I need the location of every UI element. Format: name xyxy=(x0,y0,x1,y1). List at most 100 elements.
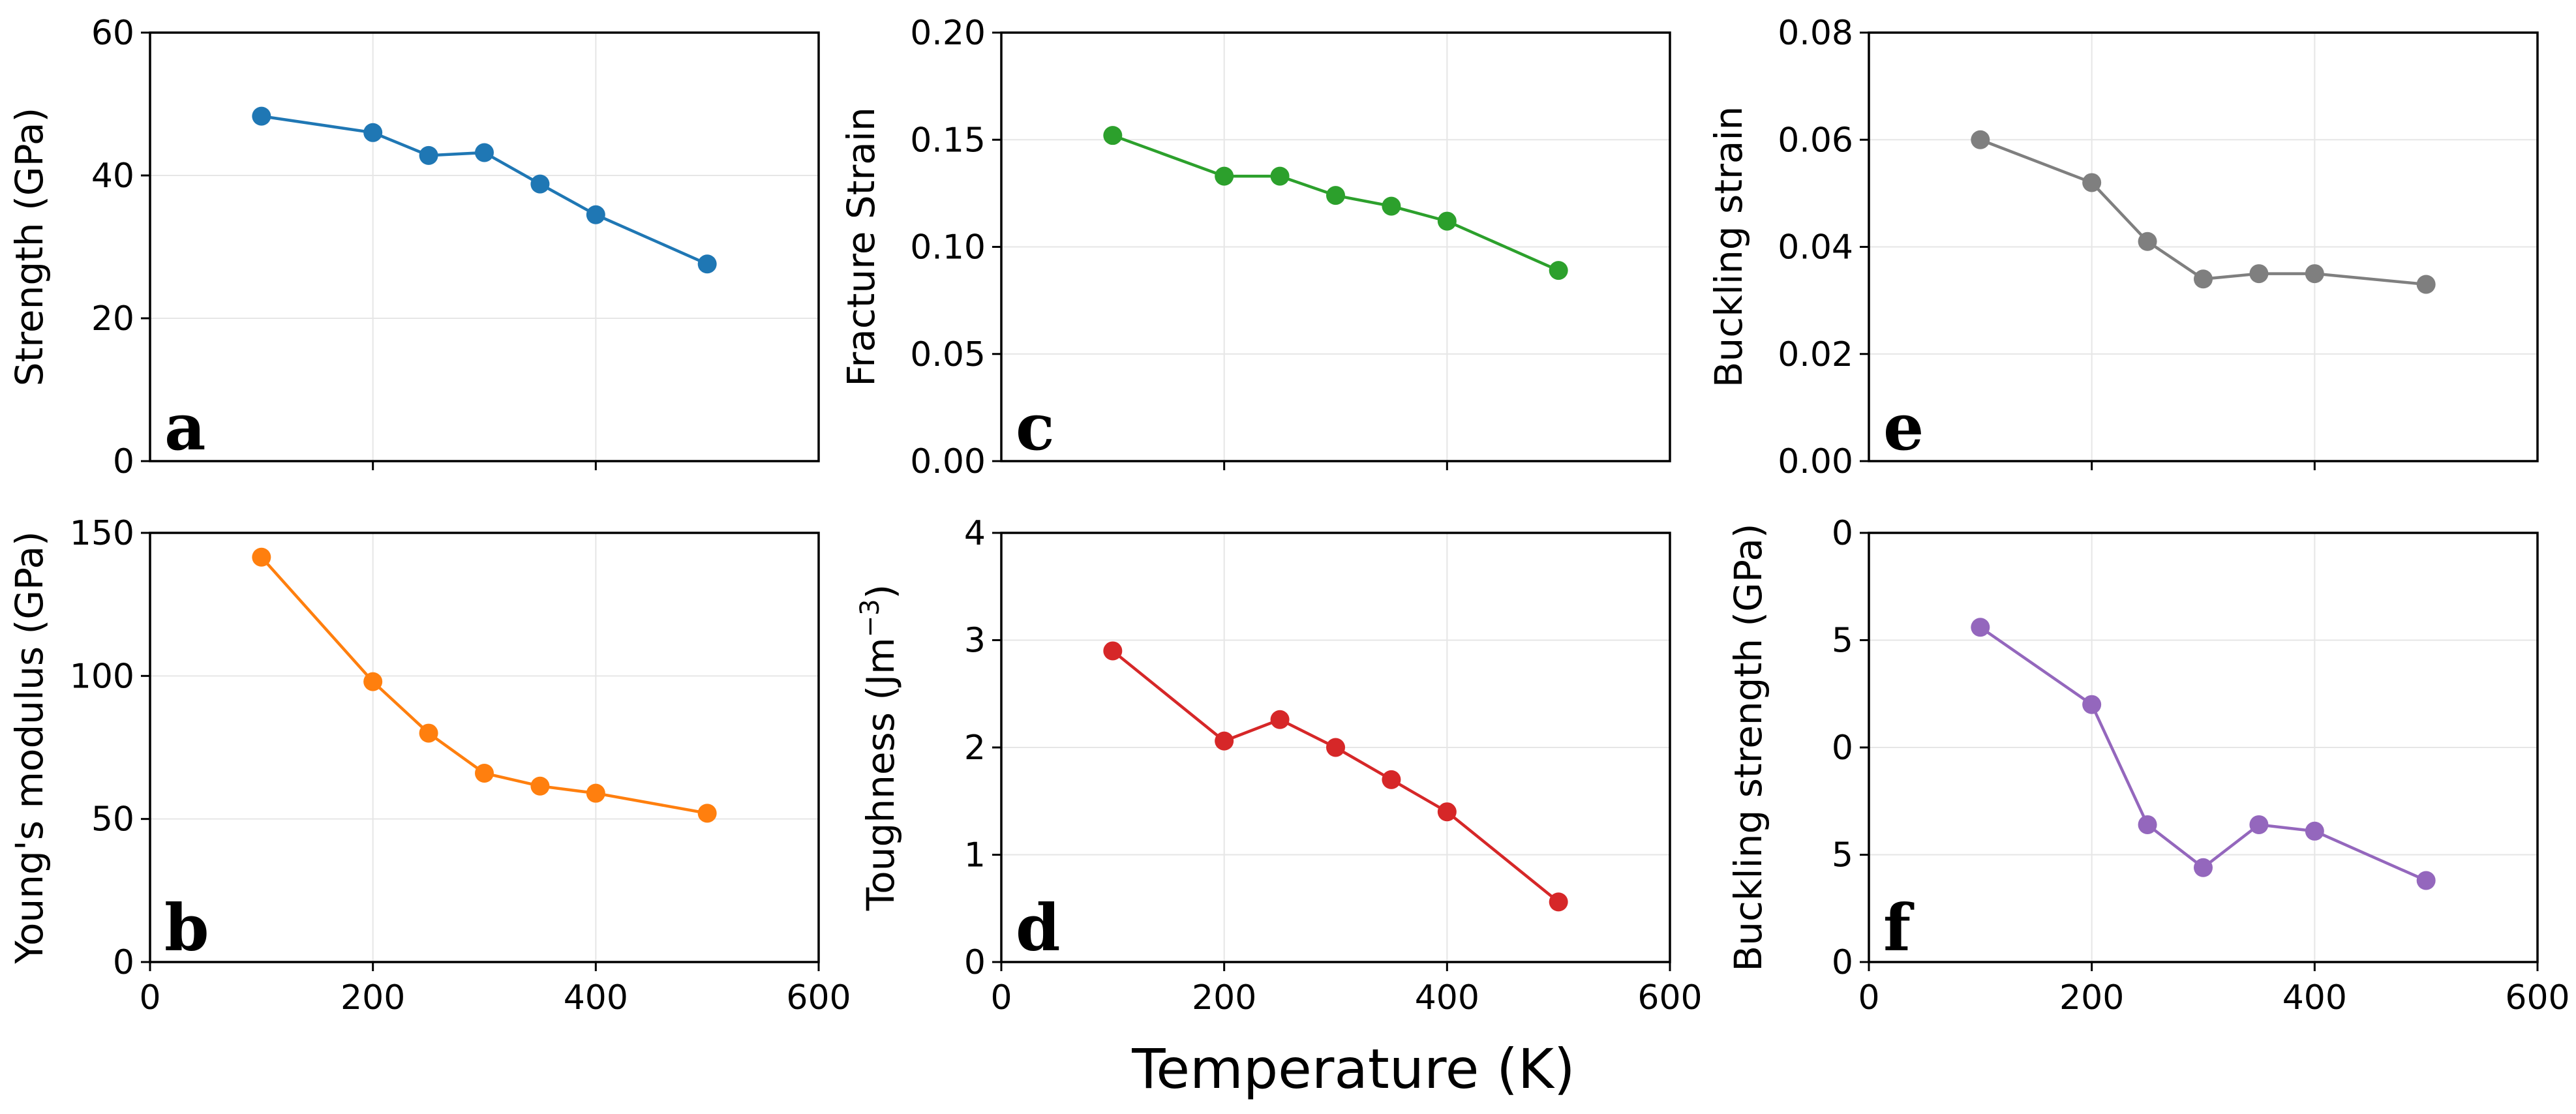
y-tick-label: 0.20 xyxy=(910,14,986,53)
data-point xyxy=(2138,815,2157,834)
data-point xyxy=(2249,264,2269,284)
y-tick-label: 0.00 xyxy=(1778,442,1853,481)
x-tick-label: 0 xyxy=(139,978,160,1017)
data-point xyxy=(1549,261,1568,280)
y-axis-label: Buckling strength (GPa) xyxy=(1726,523,1770,971)
data-point xyxy=(419,723,438,743)
data-point xyxy=(1215,166,1234,186)
data-point xyxy=(1326,186,1345,205)
data-point xyxy=(1382,770,1401,789)
data-point xyxy=(2194,269,2213,289)
y-tick-label: 20 xyxy=(91,299,134,339)
data-point xyxy=(2194,858,2213,877)
y-tick-label: 5 xyxy=(1832,836,1853,875)
data-point xyxy=(1270,710,1290,729)
y-axis-label-superscript: −3 xyxy=(855,599,885,637)
y-axis-label: Buckling strain xyxy=(1706,106,1751,388)
x-axis-title: Temperature (K) xyxy=(1131,1037,1575,1101)
data-point xyxy=(1437,802,1457,822)
data-point xyxy=(697,804,717,823)
data-point xyxy=(530,776,550,796)
data-point xyxy=(419,145,438,165)
y-tick-label: 0 xyxy=(1832,514,1853,553)
panel-label: c xyxy=(1016,390,1055,465)
y-tick-label: 2 xyxy=(964,729,986,768)
panel-label: e xyxy=(1883,390,1924,465)
y-axis-label: Strength (GPa) xyxy=(7,108,52,386)
y-tick-label: 3 xyxy=(964,622,986,661)
y-tick-label: 40 xyxy=(91,157,134,196)
panel-f: 0 200 400 600 0 5 0 5 0 Buckling strength (GPa) f xyxy=(1726,514,2570,1017)
data-point xyxy=(697,254,717,274)
y-tick-label: 0.05 xyxy=(910,335,986,374)
data-point xyxy=(2082,695,2102,714)
y-axis-label: Fracture Strain xyxy=(839,107,883,386)
y-tick-label: 0.15 xyxy=(910,121,986,160)
data-point xyxy=(2416,275,2436,294)
x-tick-label: 600 xyxy=(1637,978,1702,1017)
y-tick-label: 150 xyxy=(70,514,134,553)
data-point xyxy=(2305,264,2324,284)
data-point xyxy=(1549,892,1568,912)
y-tick-label: 0.00 xyxy=(910,442,986,481)
data-point xyxy=(1215,731,1234,751)
panel-label: f xyxy=(1883,891,1915,966)
x-tick-label: 200 xyxy=(1192,978,1256,1017)
x-tick-label: 400 xyxy=(2282,978,2347,1017)
x-tick-label: 600 xyxy=(2505,978,2569,1017)
y-tick-label: 1 xyxy=(964,836,986,875)
y-tick-label: 0.04 xyxy=(1778,228,1853,267)
x-tick-label: 0 xyxy=(990,978,1012,1017)
data-point xyxy=(2249,815,2269,834)
x-tick-label: 400 xyxy=(1415,978,1479,1017)
data-point xyxy=(363,672,383,691)
data-point xyxy=(1437,211,1457,231)
data-point xyxy=(475,143,494,162)
data-point xyxy=(475,763,494,783)
data-point xyxy=(1326,738,1345,757)
panel-label: d xyxy=(1016,891,1061,966)
panel-d: 0 200 400 600 0 1 2 3 4 Toughness (Jm−3) d xyxy=(855,514,1703,1017)
y-axis-label: Young's modulus (GPa) xyxy=(7,531,52,964)
y-axis-label: Toughness (Jm−3) xyxy=(855,584,903,912)
plot-frame xyxy=(149,31,820,462)
y-tick-label: 0 xyxy=(1832,729,1853,768)
data-point xyxy=(2416,871,2436,890)
x-tick-label: 400 xyxy=(564,978,628,1017)
y-tick-label: 4 xyxy=(964,514,986,553)
panel-c: 0.00 0.05 0.10 0.15 0.20 Fracture Strain c xyxy=(839,14,1671,481)
data-point xyxy=(252,547,271,567)
y-tick-label: 0 xyxy=(1832,943,1853,982)
y-tick-label: 60 xyxy=(91,14,134,53)
panel-b: 0 200 400 600 0 50 100 150 Young's modulus (GPa)… xyxy=(7,514,851,1017)
x-tick-label: 200 xyxy=(2059,978,2124,1017)
x-tick-label: 200 xyxy=(341,978,405,1017)
data-point xyxy=(1103,126,1123,145)
data-point xyxy=(586,205,605,224)
y-tick-label: 0.10 xyxy=(910,228,986,267)
data-point xyxy=(1103,641,1123,661)
y-tick-label: 0 xyxy=(964,943,986,982)
y-tick-label: 100 xyxy=(70,657,134,696)
plot-frame xyxy=(149,532,820,963)
panel-a: 0 20 40 60 Strength (GPa) a xyxy=(7,14,820,481)
y-tick-label: 50 xyxy=(91,800,134,839)
data-point xyxy=(363,123,383,142)
y-axis-label-close: ) xyxy=(858,584,903,599)
y-tick-label: 0 xyxy=(113,943,134,982)
data-point xyxy=(2138,232,2157,251)
y-tick-label: 0.08 xyxy=(1778,14,1853,53)
data-point xyxy=(252,106,271,126)
data-point xyxy=(1382,196,1401,216)
data-point xyxy=(586,783,605,803)
y-tick-label: 0.06 xyxy=(1778,121,1853,160)
y-tick-label: 0.02 xyxy=(1778,335,1853,374)
data-point xyxy=(1270,166,1290,186)
panel-label: b xyxy=(164,891,209,966)
data-point xyxy=(2305,821,2324,841)
panel-e: 0.00 0.02 0.04 0.06 0.08 Buckling strain e xyxy=(1706,14,2539,481)
panel-label: a xyxy=(164,390,206,465)
data-point xyxy=(530,174,550,194)
